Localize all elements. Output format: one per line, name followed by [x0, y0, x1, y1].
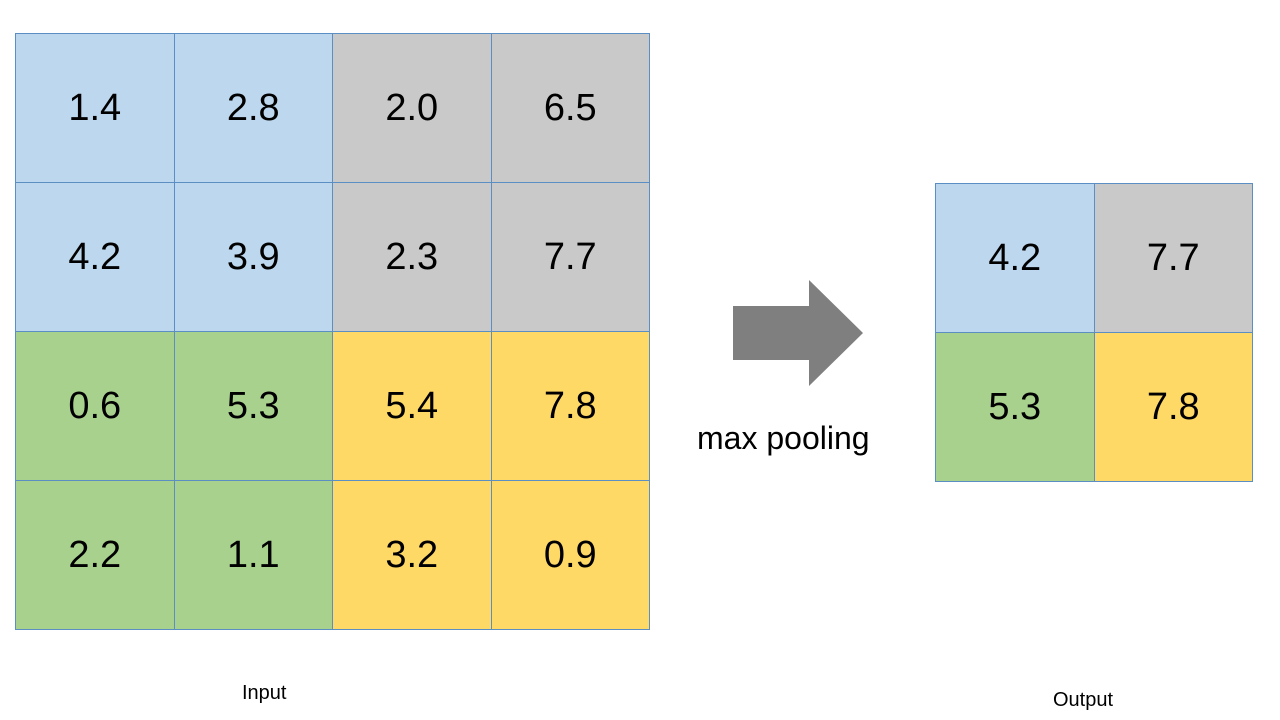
- input-cell: 2.2: [16, 481, 175, 630]
- input-cell: 2.0: [333, 34, 492, 183]
- input-cell: 6.5: [491, 34, 650, 183]
- operation-label: max pooling: [697, 420, 870, 456]
- output-cell: 4.2: [936, 184, 1095, 333]
- input-label: Input: [242, 682, 287, 704]
- input-cell: 0.9: [491, 481, 650, 630]
- input-cell: 1.1: [174, 481, 333, 630]
- input-cell: 1.4: [16, 34, 175, 183]
- output-matrix: 4.2 7.7 5.3 7.8: [935, 183, 1253, 482]
- input-cell: 5.4: [333, 332, 492, 481]
- input-cell: 2.8: [174, 34, 333, 183]
- output-cell: 7.8: [1094, 333, 1253, 482]
- input-matrix: 1.4 2.8 2.0 6.5 4.2 3.9 2.3 7.7 0.6 5.3 …: [15, 33, 650, 630]
- input-cell: 4.2: [16, 183, 175, 332]
- input-cell: 7.8: [491, 332, 650, 481]
- input-cell: 5.3: [174, 332, 333, 481]
- input-cell: 3.2: [333, 481, 492, 630]
- input-cell: 3.9: [174, 183, 333, 332]
- output-cell: 7.7: [1094, 184, 1253, 333]
- input-cell: 0.6: [16, 332, 175, 481]
- input-cell: 2.3: [333, 183, 492, 332]
- output-cell: 5.3: [936, 333, 1095, 482]
- input-cell: 7.7: [491, 183, 650, 332]
- right-arrow-icon: [733, 280, 863, 386]
- output-label: Output: [1053, 689, 1114, 711]
